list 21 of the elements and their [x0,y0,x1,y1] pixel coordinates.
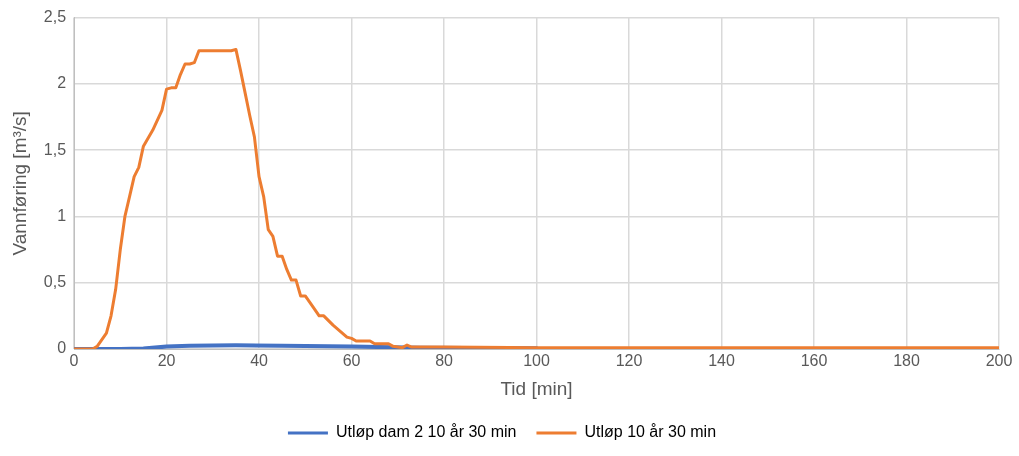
x-tick-label: 60 [342,352,361,370]
x-tick-label: 180 [893,352,920,370]
x-tick-label: 200 [985,352,1013,370]
y-tick-label: 1,5 [43,140,67,158]
y-tick-label: 1 [57,206,67,224]
x-tick-label: 40 [250,352,269,370]
y-axis-title: Vannføring [m³/s] [8,111,30,256]
x-tick-label: 0 [69,352,79,370]
x-tick-label: 120 [615,352,643,370]
x-tick-label: 100 [523,352,550,370]
x-axis-title: Tid [min] [500,377,573,399]
y-tick-label: 0,5 [43,273,67,291]
y-tick-label: 2 [57,74,67,92]
x-tick-label: 140 [708,352,735,370]
x-tick-label: 160 [800,352,828,370]
x-tick-label: 80 [435,352,454,370]
x-tick-label: 20 [157,352,176,370]
legend-label: Utløp 10 år 30 min [584,423,717,441]
legend-label: Utløp dam 2 10 år 30 min [335,423,517,441]
y-tick-label: 2,5 [43,8,67,26]
y-tick-label: 0 [57,339,67,357]
